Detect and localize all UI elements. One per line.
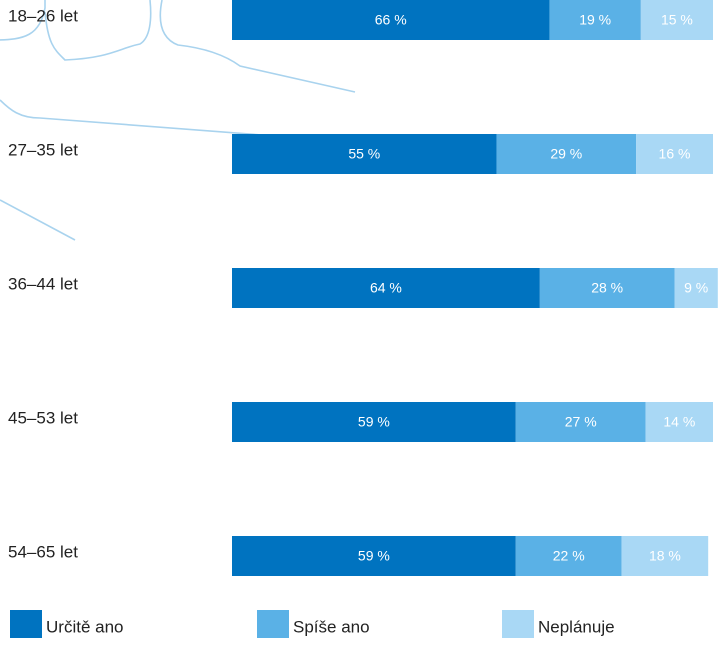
sketch-line-lower — [0, 199, 76, 241]
data-label: 9 % — [684, 280, 708, 296]
bar-segment — [232, 0, 550, 40]
data-label: 22 % — [553, 548, 585, 564]
bar-segment — [232, 402, 516, 442]
bar-segment — [636, 134, 713, 174]
data-label: 18 % — [649, 548, 681, 564]
legend-item: Spíše ano — [257, 610, 370, 638]
legend-swatch — [10, 610, 42, 638]
data-label: 19 % — [579, 12, 611, 28]
bar-segment — [515, 536, 622, 576]
legend-label: Spíše ano — [293, 617, 370, 636]
bar-segment — [549, 0, 641, 40]
bar-row: 27–35 let 55 % 29 % 16 % — [8, 134, 713, 174]
legend-label: Neplánuje — [538, 617, 615, 636]
category-label: 45–53 let — [8, 408, 78, 427]
legend-swatch — [257, 610, 289, 638]
data-label: 64 % — [370, 280, 402, 296]
bar-segment — [621, 536, 709, 576]
sketch-curve-top — [0, 0, 356, 93]
bar-segment — [645, 402, 713, 442]
background-sketch-lines — [0, 0, 356, 241]
bar-segment — [232, 268, 540, 308]
category-label: 36–44 let — [8, 274, 78, 293]
bars-group: 18–26 let 66 % 19 % 15 % 27–35 let 55 % 29 % 16… — [8, 0, 718, 576]
bar-row: 45–53 let 59 % 27 % 14 % — [8, 402, 713, 442]
data-label: 28 % — [591, 280, 623, 296]
bar-row: 54–65 let 59 % 22 % 18 % — [8, 536, 709, 576]
sketch-line-middle — [0, 99, 263, 136]
bar-segment — [674, 268, 718, 308]
category-label: 18–26 let — [8, 6, 78, 25]
bar-row: 18–26 let 66 % 19 % 15 % — [8, 0, 713, 40]
bar-segment — [640, 0, 713, 40]
data-label: 14 % — [663, 414, 695, 430]
legend-swatch — [502, 610, 534, 638]
legend-item: Určitě ano — [10, 610, 123, 638]
legend: Určitě ano Spíše ano Neplánuje — [10, 610, 615, 638]
legend-item: Neplánuje — [502, 610, 615, 638]
bar-segment — [496, 134, 637, 174]
data-label: 16 % — [659, 146, 691, 162]
data-label: 59 % — [358, 548, 390, 564]
data-label: 27 % — [565, 414, 597, 430]
bar-segment — [539, 268, 675, 308]
bar-segment — [232, 134, 497, 174]
bar-segment — [232, 536, 516, 576]
category-label: 54–65 let — [8, 542, 78, 561]
category-label: 27–35 let — [8, 140, 78, 159]
bar-segment — [515, 402, 646, 442]
data-label: 15 % — [661, 12, 693, 28]
data-label: 59 % — [358, 414, 390, 430]
data-label: 55 % — [348, 146, 380, 162]
data-label: 29 % — [550, 146, 582, 162]
bar-row: 36–44 let 64 % 28 % 9 % — [8, 268, 718, 308]
data-label: 66 % — [375, 12, 407, 28]
legend-label: Určitě ano — [46, 617, 123, 636]
